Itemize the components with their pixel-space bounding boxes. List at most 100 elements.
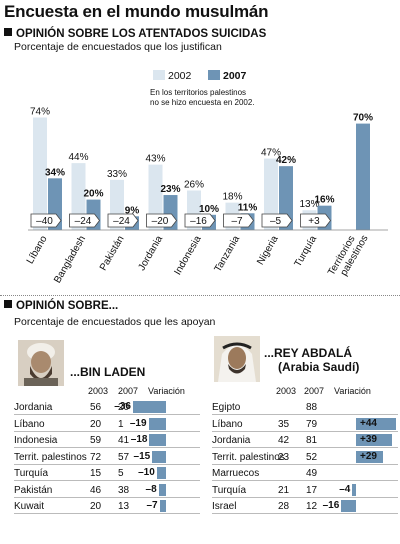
table-row: Líbano 20 1 –19 — [14, 417, 200, 432]
value-label-2002: 33% — [107, 169, 127, 180]
variation-label: –16 — [322, 500, 340, 511]
country-cell: Kuwait — [14, 501, 45, 512]
col-header-2007: 2007 — [304, 386, 325, 396]
table-row: Territ. palestinos 72 57 –15 — [14, 450, 200, 465]
table-row: Israel 28 12 –16 — [212, 499, 398, 514]
chart-note-line2: no se hizo encuesta en 2002. — [150, 98, 255, 107]
section-divider — [0, 295, 400, 296]
value-2007-cell: 88 — [306, 402, 318, 413]
panel-title: ...BIN LADEN — [70, 365, 146, 379]
variation-bar — [132, 401, 166, 413]
value-2003-cell: 35 — [278, 418, 290, 430]
country-cell: Marruecos — [212, 468, 260, 479]
value-2007-cell: 12 — [306, 501, 318, 512]
category-label: Indonesia — [172, 234, 203, 277]
value-label-2002: 43% — [145, 154, 165, 165]
variation-label: –10 — [138, 467, 155, 478]
variation-bar — [352, 483, 356, 496]
value-label-2002: 18% — [222, 192, 242, 203]
variation-bar — [159, 500, 166, 512]
country-cell: Jordania — [212, 435, 251, 446]
category-label-line: Nigeria — [255, 234, 281, 267]
variation-bar — [156, 467, 166, 479]
bar-2002 — [71, 163, 86, 230]
table-row: Jordania 56 20 –36 — [14, 400, 200, 415]
category-label-line: Pakistán — [98, 234, 127, 273]
value-label-2002: 26% — [184, 179, 204, 190]
variation-bar — [149, 434, 166, 446]
col-header-2003: 2003 — [88, 386, 109, 396]
section1-heading: OPINIÓN SOBRE LOS ATENTADOS SUICIDAS — [4, 28, 266, 40]
table-row: Turquía 15 5 –10 — [14, 466, 200, 481]
value-2003-cell: 21 — [278, 484, 290, 496]
variation-label: –19 — [129, 417, 147, 429]
value-2003-cell: 15 — [90, 468, 102, 479]
value-2007-cell: 38 — [118, 484, 130, 496]
variation-label: +44 — [360, 417, 377, 429]
value-label-2007: 16% — [314, 195, 334, 206]
value-2007-cell: 1 — [118, 418, 124, 430]
suicide-attacks-bar-chart: 74%34%–40Líbano44%20%–24Bangladesh33%9%–… — [25, 107, 388, 285]
category-label-line: Indonesia — [172, 234, 203, 277]
category-label: Territoriospalestinos — [326, 228, 371, 283]
panel-bin-laden: ...BIN LADEN 2003 2007 Variación Jordani… — [14, 340, 200, 540]
value-2003-cell: 72 — [90, 451, 102, 463]
change-label: +3 — [308, 216, 320, 227]
variation-label: –7 — [146, 500, 158, 511]
category-label: Líbano — [25, 234, 50, 266]
variation-label: –15 — [133, 450, 151, 462]
value-2007-cell: 41 — [118, 435, 130, 446]
variation-label: –36 — [114, 401, 131, 412]
country-cell: Territ. palestinos — [212, 451, 285, 463]
change-arrow — [184, 213, 216, 228]
category-label: Tanzania — [213, 234, 243, 275]
variation-bar — [356, 417, 397, 430]
legend-swatch-2002 — [153, 70, 165, 80]
section2-subtitle: Porcentaje de encuestados que les apoyan — [14, 316, 216, 328]
value-label-2007: 34% — [45, 167, 65, 178]
value-2007-cell: 5 — [118, 468, 124, 479]
change-arrow — [261, 213, 293, 228]
legend-2002: 2002 — [153, 70, 191, 82]
value-label-2007: 70% — [353, 113, 373, 124]
change-label: –24 — [75, 216, 92, 227]
value-2003-cell: 59 — [90, 435, 102, 446]
rey-abdala-portrait — [214, 336, 260, 382]
bullet-square-icon — [4, 300, 12, 308]
table-row: Kuwait 20 13 –7 — [14, 499, 200, 514]
bin-laden-portrait — [18, 340, 64, 386]
value-2003-cell: 42 — [278, 435, 290, 446]
value-label-2007: 23% — [160, 184, 180, 195]
category-label-line: Bangladesh — [52, 234, 88, 285]
legend-swatch-2007 — [208, 70, 220, 80]
category-label-line: Jordania — [136, 234, 165, 273]
country-cell: Líbano — [212, 418, 243, 430]
col-header-variation: Variación — [334, 386, 371, 396]
bar-2002 — [33, 117, 47, 230]
table-row: Marruecos 49 — [212, 466, 398, 481]
variation-label: –8 — [145, 483, 157, 495]
value-2007-cell: 17 — [306, 484, 318, 496]
category-label: Jordania — [136, 234, 165, 273]
value-2003-cell: 20 — [90, 418, 102, 430]
variation-bar — [341, 500, 356, 512]
value-label-2007: 11% — [238, 202, 258, 213]
change-label: –7 — [231, 216, 243, 227]
value-label-2002: 13% — [299, 199, 319, 210]
change-label: –16 — [190, 216, 207, 227]
change-arrow — [146, 213, 178, 228]
category-label: Bangladesh — [52, 234, 88, 285]
col-header-variation: Variación — [148, 386, 185, 396]
value-label-2007: 42% — [276, 155, 296, 166]
table-row: Jordania 42 81 +39 — [212, 433, 398, 448]
value-2007-cell: 20 — [118, 402, 130, 413]
value-label-2002: 74% — [30, 107, 50, 118]
category-label-line: Líbano — [25, 234, 50, 266]
legend-label-2007: 2007 — [223, 70, 247, 82]
change-arrow — [223, 213, 255, 228]
change-label: –5 — [270, 216, 282, 227]
change-label: –40 — [36, 216, 53, 227]
value-2007-cell: 57 — [118, 451, 130, 463]
col-header-2003: 2003 — [276, 386, 297, 396]
change-label: –20 — [152, 216, 169, 227]
